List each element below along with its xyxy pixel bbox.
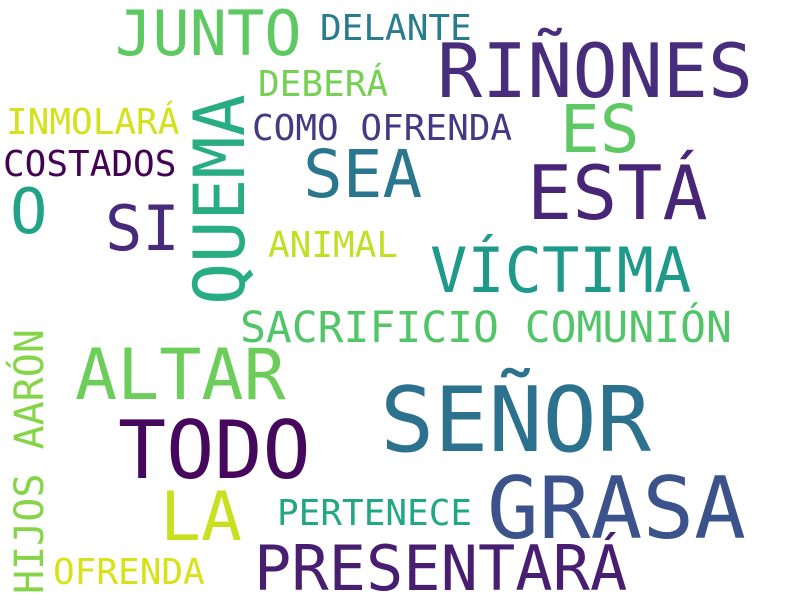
word-costados: COSTADOS: [3, 144, 177, 185]
word-grasa: GRASA: [487, 459, 746, 559]
word-rinones: RIÑONES: [437, 27, 754, 115]
word-si: SI: [105, 192, 180, 265]
word-quema: QUEMA: [179, 94, 261, 305]
word-altar: ALTAR: [75, 334, 286, 416]
word-junto: JUNTO: [115, 0, 302, 70]
word-es: ES: [560, 91, 640, 168]
word-senor: SEÑOR: [380, 368, 651, 473]
word-delante: DELANTE: [320, 8, 472, 49]
word-sacrificio-comunion: SACRIFICIO COMUNIÓN: [240, 303, 732, 353]
word-ofrenda: OFRENDA: [53, 552, 205, 593]
word-animal: ANIMAL: [268, 225, 399, 266]
word-sea: SEA: [303, 136, 423, 213]
word-o: O: [10, 175, 48, 248]
word-pertenece: PERTENECE: [277, 493, 473, 534]
word-todo: TODO: [118, 404, 311, 497]
word-presentara: PRESENTARÁ: [254, 532, 628, 600]
word-la: LA: [160, 478, 242, 557]
word-esta: ESTÁ: [527, 149, 708, 237]
word-victima: VÍCTIMA: [430, 234, 692, 307]
word-como-ofrenda: COMO OFRENDA: [252, 108, 513, 149]
word-hijos-aaron: HIJOS AARÓN: [7, 329, 53, 594]
word-inmolara: INMOLARÁ: [6, 102, 180, 143]
word-debera: DEBERÁ: [258, 64, 389, 105]
